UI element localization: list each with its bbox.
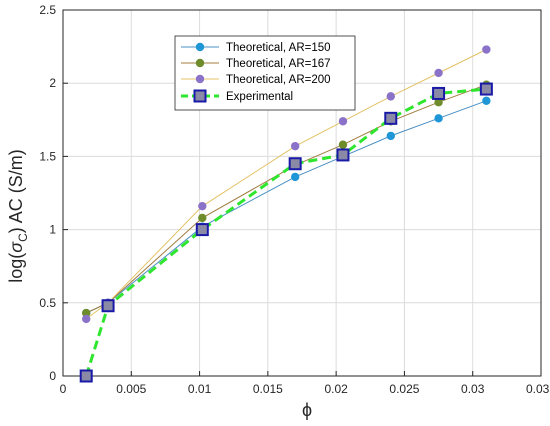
series-3-point-6 [386,92,395,101]
legend-label-3: Theoretical, AR=200 [226,74,331,86]
series-3-line [85,49,487,320]
series-4-point-8 [479,82,493,96]
series-2-point-1 [82,308,91,318]
legend-marker-1 [195,42,205,52]
legend-marker-4 [193,89,207,103]
series-1-point-7 [434,114,443,123]
y-axis-title-prefix: log( [6,253,26,283]
series-4-point-6 [384,111,398,125]
series-3-point-3 [198,201,207,211]
series-layer [79,45,493,383]
series-2-point-5 [338,140,348,149]
series-1 [82,96,491,318]
y-tick-label-1: 0.5 [39,296,56,310]
series-4 [79,82,493,383]
y-tick-label-4: 2 [49,76,56,90]
legend-label-4: Experimental [226,91,293,103]
plot-frame [62,9,542,377]
x-tick-label-4: 0.02 [324,382,348,396]
y-axis-title-suffix: ) AC (S/m) [6,149,26,233]
legend: Theoretical, AR=150 Theoretical, AR=167 … [174,35,356,111]
y-tick-label-2: 1 [49,223,56,237]
x-ticks: 0 0.005 0.01 0.015 0.02 0.025 0.03 0.035 [60,371,550,396]
series-3-point-8 [482,45,491,54]
series-3-point-5 [338,117,348,126]
series-2 [82,80,491,318]
series-3-point-4 [290,141,300,151]
y-axis-title-subscript: C [16,233,30,242]
y-axis-title: log(σC) AC (S/m) [6,149,30,283]
y-tick-label-3: 1.5 [39,149,56,163]
x-axis-title: ϕ [302,400,312,420]
series-3-point-1 [82,314,91,324]
series-4-point-3 [195,223,209,237]
x-tick-label-6: 0.03 [461,382,485,396]
series-1-line [85,100,487,314]
series-1-point-6 [386,131,395,141]
x-tick-label-2: 0.01 [188,382,212,396]
series-4-point-4 [288,157,302,171]
x-tick-label-3: 0.015 [253,382,283,396]
x-tick-label-5: 0.025 [389,382,419,396]
y-tick-label-5: 2.5 [39,3,56,17]
series-2-point-3 [198,213,207,223]
y-tick-label-0: 0 [49,369,56,383]
legend-entry-1: Theoretical, AR=150 [181,42,331,54]
x-tick-label-7: 0.035 [526,382,550,396]
series-2-point-7 [434,98,443,107]
legend-label-1: Theoretical, AR=150 [226,42,331,54]
series-4-point-7 [432,86,446,100]
series-4-point-1 [79,369,93,383]
legend-entry-2: Theoretical, AR=167 [181,58,331,70]
legend-label-2: Theoretical, AR=167 [226,58,331,70]
x-tick-label-1: 0.005 [116,382,146,396]
series-4-line [84,87,487,377]
series-4-point-5 [336,148,350,162]
series-4-point-2 [101,299,115,313]
series-1-point-4 [290,172,300,182]
y-ticks: 0 0.5 1 1.5 2 2.5 [39,3,68,383]
series-2-line [85,84,487,314]
legend-marker-2 [195,58,205,68]
legend-entry-4: Experimental [181,89,293,103]
y-axis-title-sigma: σ [6,241,26,253]
series-1-point-8 [482,96,491,105]
x-tick-label-0: 0 [60,382,67,396]
legend-marker-3 [195,74,205,84]
legend-entry-3: Theoretical, AR=200 [181,74,331,86]
series-3-point-7 [434,68,443,78]
